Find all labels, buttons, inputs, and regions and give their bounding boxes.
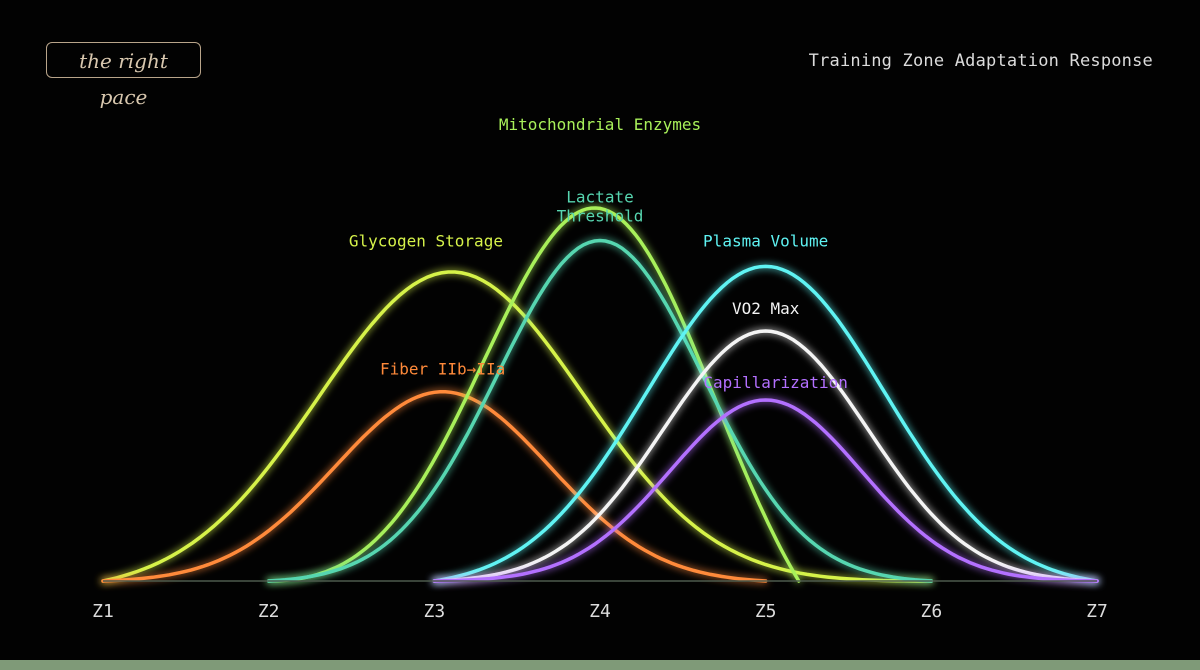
series-curve [432,398,1099,583]
x-tick-label: Z1 [92,601,114,622]
series-layer [101,206,1099,583]
series-label: Mitochondrial Enzymes [499,115,701,134]
x-tick-label: Z7 [1086,601,1108,622]
series-label: VO2 Max [732,299,800,318]
x-axis-ticks: Z1 Z2 Z3 Z4 Z5 Z6 Z7 [92,601,1108,622]
series-label: Plasma Volume [703,231,828,250]
series-curve [432,264,1099,583]
series-labels: Glycogen Storage Fiber IIb→IIa Mitochondri… [349,115,848,392]
series-curve [101,270,934,583]
chart-title: Training Zone Adaptation Response [808,51,1153,71]
series-label: Fiber IIb→IIa [380,359,505,378]
series-curve [266,206,801,583]
x-tick-label: Z2 [258,601,280,622]
footer-strip [0,660,1200,670]
series-label: Capillarization [703,373,848,392]
series-curve [432,329,1099,583]
series-label: Lactate Threshold [557,188,644,226]
series-curve [101,390,768,583]
x-tick-label: Z4 [589,601,611,622]
x-tick-label: Z6 [920,601,942,622]
series-label: Glycogen Storage [349,231,503,250]
series-curve [266,238,934,583]
x-tick-label: Z3 [423,601,445,622]
brand-logo: the right pace [46,42,201,109]
x-tick-label: Z5 [755,601,777,622]
